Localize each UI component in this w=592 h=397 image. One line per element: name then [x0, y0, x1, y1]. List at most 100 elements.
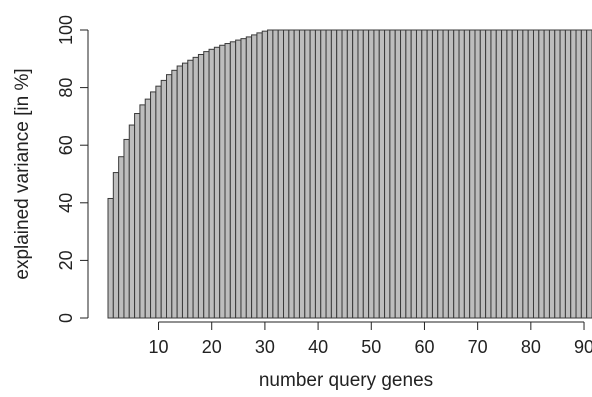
- bar: [192, 56, 199, 319]
- bar: [107, 197, 114, 319]
- bar: [298, 29, 306, 319]
- bar: [267, 29, 274, 319]
- bar: [197, 53, 205, 319]
- bar: [559, 29, 566, 319]
- bar: [453, 29, 460, 319]
- bar: [442, 29, 449, 319]
- bar: [208, 48, 215, 319]
- bar: [548, 29, 556, 319]
- bar: [389, 29, 396, 319]
- bar: [134, 113, 141, 319]
- x-tick-label: 30: [255, 337, 275, 357]
- bar: [325, 29, 332, 319]
- bar: [362, 29, 370, 319]
- bar: [458, 29, 465, 319]
- bar: [463, 29, 471, 319]
- x-tick-label: 40: [308, 337, 328, 357]
- bar: [139, 104, 146, 319]
- bar: [522, 29, 529, 319]
- bar: [320, 29, 327, 319]
- bar: [160, 79, 168, 319]
- x-tick-label: 80: [521, 337, 541, 357]
- y-tick-label: 0: [56, 313, 76, 323]
- x-tick-label: 10: [149, 337, 169, 357]
- x-tick-label: 90: [574, 337, 592, 357]
- y-tick-label: 40: [56, 193, 76, 213]
- bar: [586, 29, 592, 319]
- bar: [256, 32, 263, 319]
- bar: [187, 59, 194, 319]
- bar: [229, 41, 237, 319]
- bar: [570, 29, 577, 319]
- y-tick-label: 20: [56, 250, 76, 270]
- bar: [511, 29, 519, 319]
- x-tick-label: 20: [202, 337, 222, 357]
- bar: [415, 29, 423, 319]
- bar: [357, 29, 364, 319]
- bar: [171, 69, 178, 319]
- bar: [293, 29, 300, 319]
- bar: [543, 29, 550, 319]
- bar: [309, 29, 316, 319]
- bar: [128, 124, 136, 319]
- bar: [474, 29, 481, 319]
- x-tick-label: 60: [414, 337, 434, 357]
- x-axis-title: number query genes: [259, 370, 433, 391]
- bar: [538, 29, 545, 319]
- bar: [447, 29, 455, 319]
- bar: [575, 29, 582, 319]
- x-tick-label: 50: [361, 337, 381, 357]
- bar: [554, 29, 561, 319]
- y-tick-label: 80: [56, 78, 76, 98]
- bar: [527, 29, 534, 319]
- bar: [421, 29, 428, 319]
- bar: [501, 29, 508, 319]
- bar: [213, 46, 221, 319]
- bar: [144, 98, 152, 319]
- bar: [288, 29, 295, 319]
- bar: [251, 34, 258, 319]
- bar: [346, 29, 354, 319]
- bar: [240, 38, 247, 319]
- bar: [490, 29, 497, 319]
- y-axis: 0 20 40 60 80 100: [56, 15, 89, 323]
- bar: [373, 29, 380, 319]
- bar: [405, 29, 412, 319]
- bars-group: [107, 29, 592, 319]
- bar: [479, 29, 487, 319]
- bar: [304, 29, 311, 319]
- bar: [224, 43, 231, 319]
- bar: [431, 29, 439, 319]
- bar: [352, 29, 359, 319]
- bar: [410, 29, 417, 319]
- bar: [564, 29, 572, 319]
- bar: [469, 29, 476, 319]
- bar: [400, 29, 407, 319]
- bar: [166, 74, 173, 319]
- bar: [341, 29, 348, 319]
- bar: [330, 29, 338, 319]
- bar: [580, 29, 588, 319]
- x-axis: 10 20 30 40 50 60 70 80 90: [149, 321, 592, 357]
- bar: [368, 29, 375, 319]
- bar: [283, 29, 290, 319]
- x-tick-label: 70: [468, 337, 488, 357]
- bar: [532, 29, 540, 319]
- bar: [394, 29, 402, 319]
- bar: [203, 51, 210, 319]
- bar: [384, 29, 391, 319]
- y-tick-label: 60: [56, 135, 76, 155]
- bar: [155, 85, 162, 319]
- bar: [123, 138, 130, 319]
- bar: [272, 29, 279, 319]
- bar: [277, 29, 285, 319]
- bar: [181, 62, 189, 319]
- bar: [118, 156, 125, 319]
- bar: [336, 29, 343, 319]
- bar: [437, 29, 444, 319]
- bar: [112, 172, 120, 319]
- bar: [261, 30, 269, 319]
- bar: [517, 29, 524, 319]
